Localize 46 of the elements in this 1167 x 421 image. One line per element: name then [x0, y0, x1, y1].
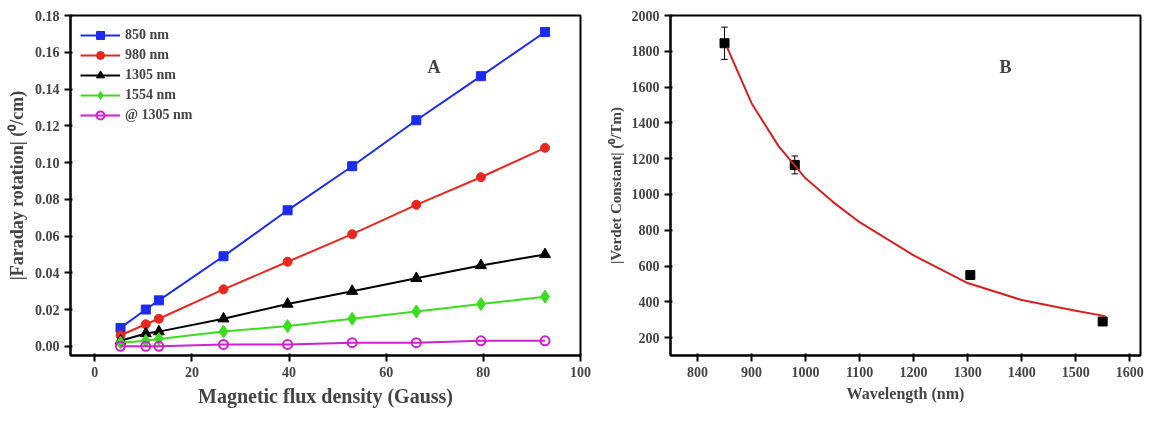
y-tick-label: 0.04	[35, 265, 60, 281]
y-tick-label: 0.06	[35, 229, 60, 245]
y-tick-label: 200	[638, 330, 660, 346]
y-tick-label: 0.18	[35, 8, 60, 24]
x-tick-label: 1600	[1115, 364, 1144, 380]
y-tick-label: 0.08	[35, 192, 60, 208]
x-tick-label: 20	[184, 364, 199, 380]
y-tick-label: 0.02	[35, 302, 60, 318]
y-tick-label: 0.14	[35, 82, 60, 98]
y-tick-label: 0.10	[35, 155, 60, 171]
y-tick-label: 1800	[631, 44, 660, 60]
x-tick-label: 1000	[791, 364, 820, 380]
y-tick-label: 2000	[631, 8, 660, 24]
x-axis-title: Magnetic flux density (Gauss)	[198, 384, 453, 408]
y-tick-label: 0.12	[35, 118, 60, 134]
y-axis-title: |Verdet Constant| (⁰/Tm)	[606, 107, 625, 264]
y-tick-label: 600	[638, 259, 660, 275]
y-tick-label: 0.16	[35, 45, 60, 61]
x-tick-label: 0	[91, 364, 99, 380]
x-tick-label: 60	[379, 364, 394, 380]
annotation: B	[999, 56, 1012, 77]
x-tick-label: 1100	[845, 364, 874, 380]
x-tick-label: 1300	[953, 364, 982, 380]
y-tick-label: 1600	[631, 80, 660, 96]
x-tick-label: 900	[741, 364, 763, 380]
x-tick-label: 1400	[1007, 364, 1036, 380]
annotation: A	[427, 56, 441, 77]
x-tick-label: 40	[282, 364, 297, 380]
y-tick-label: 1200	[631, 151, 660, 167]
x-tick-label: 100	[570, 364, 591, 380]
x-tick-label: 1500	[1061, 364, 1090, 380]
legend-label: 980 nm	[125, 47, 169, 63]
x-axis-title: Wavelength (nm)	[846, 384, 965, 403]
y-axis-title: |Faraday rotation| (⁰/cm)	[7, 90, 28, 281]
y-tick-label: 800	[638, 223, 660, 239]
legend-label: @ 1305 nm	[125, 107, 193, 123]
legend-label: 850 nm	[125, 27, 169, 43]
legend-label: 1305 nm	[125, 67, 176, 83]
y-tick-label: 400	[638, 294, 660, 310]
x-tick-label: 80	[476, 364, 491, 380]
x-tick-label: 800	[687, 364, 709, 380]
y-tick-label: 1000	[631, 187, 660, 203]
legend-label: 1554 nm	[125, 87, 176, 103]
y-tick-label: 0.00	[35, 339, 60, 355]
y-tick-label: 1400	[631, 115, 660, 131]
x-tick-label: 1200	[899, 364, 928, 380]
